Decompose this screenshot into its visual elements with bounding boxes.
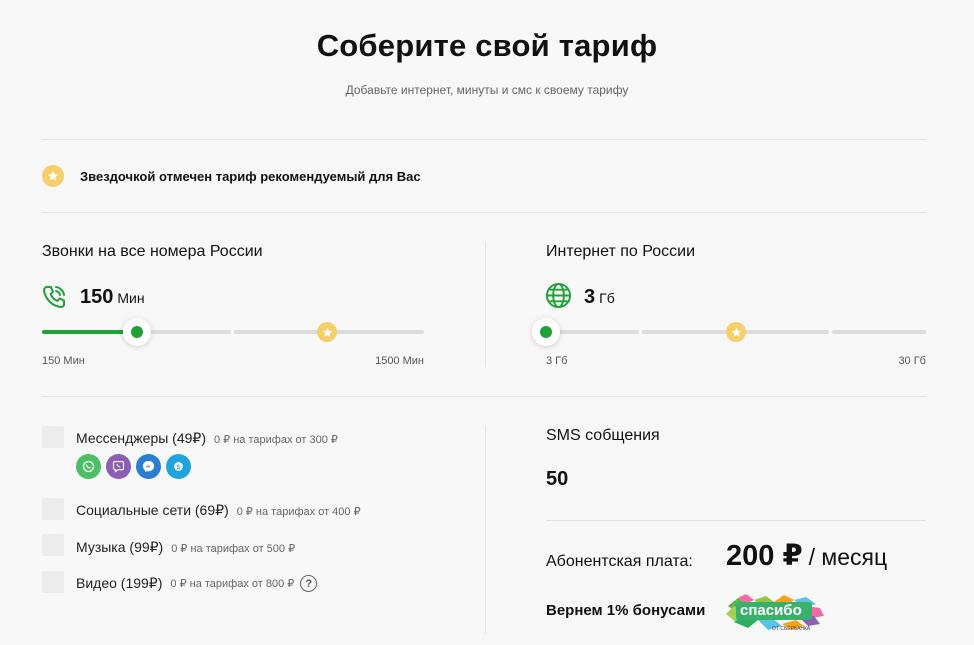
option-name: Мессенджеры (49₽): [76, 430, 206, 446]
star-icon: [42, 165, 64, 187]
whatsapp-icon: [76, 454, 101, 479]
option-note: 0 ₽ на тарифах от 400 ₽: [236, 506, 361, 518]
option-name: Видео (199₽): [76, 575, 163, 591]
calls-slider-handle[interactable]: [123, 318, 151, 346]
music-checkbox[interactable]: [42, 534, 64, 556]
calls-slider-track: [234, 330, 328, 334]
calls-slider[interactable]: [42, 316, 424, 348]
divider: [546, 520, 926, 521]
internet-value-display: 3 Гб: [584, 286, 615, 309]
internet-slider-track: [546, 330, 639, 334]
option-name: Музыка (99₽): [76, 539, 164, 555]
calls-recommended-star-icon[interactable]: [317, 322, 337, 342]
bonus-text: Вернем 1% бонусами: [546, 602, 706, 619]
sms-value: 50: [546, 468, 569, 490]
internet-max-label: 30 Гб: [898, 355, 926, 367]
phone-icon: [40, 283, 68, 311]
internet-title: Интернет по России: [546, 243, 696, 260]
internet-slider-track: [832, 330, 926, 334]
calls-slider-track: [331, 330, 424, 334]
divider: [42, 396, 926, 397]
option-messengers: Мессенджеры (49₽) 0 ₽ на тарифах от 300 ₽: [76, 430, 338, 448]
fee-label: Абонентская плата:: [546, 553, 693, 570]
internet-min-label: 3 Гб: [546, 355, 568, 367]
calls-value-display: 150 Мин: [80, 286, 145, 309]
calls-slider-track: [137, 330, 231, 334]
column-divider: [485, 242, 486, 367]
calls-slider-fill: [42, 330, 137, 334]
option-music: Музыка (99₽) 0 ₽ на тарифах от 500 ₽: [76, 539, 295, 557]
internet-value: 3: [584, 286, 596, 308]
viber-icon: [106, 454, 131, 479]
option-social-networks: Социальные сети (69₽) 0 ₽ на тарифах от 4…: [76, 502, 361, 520]
svg-text:S: S: [176, 464, 180, 471]
social-networks-checkbox[interactable]: [42, 498, 64, 520]
option-note: 0 ₽ на тарифах от 500 ₽: [171, 543, 296, 555]
video-checkbox[interactable]: [42, 571, 64, 593]
option-note: 0 ₽ на тарифах от 300 ₽: [214, 434, 338, 446]
divider: [42, 139, 926, 140]
messenger-icon: [136, 454, 161, 479]
fee-value: 200 ₽ / месяц: [726, 538, 887, 573]
globe-icon: [545, 282, 572, 309]
option-note: 0 ₽ на тарифах от 800 ₽: [170, 578, 295, 590]
page-subtitle: Добавьте интернет, минуты и смс к своему…: [345, 83, 629, 97]
spasibo-logo-text: спасибо: [740, 602, 802, 619]
column-divider: [485, 426, 486, 634]
option-name: Социальные сети (69₽): [76, 502, 229, 518]
spasibo-logo: спасибо ОТ СБЕРБАНКА: [724, 592, 824, 634]
option-video: Видео (199₽) 0 ₽ на тарифах от 800 ₽ ?: [76, 575, 318, 592]
calls-max-label: 1500 Мин: [375, 355, 424, 367]
calls-value: 150: [80, 286, 114, 308]
calls-min-label: 150 Мин: [42, 355, 85, 367]
calls-title: Звонки на все номера России: [42, 243, 263, 260]
fee-period: / месяц: [808, 544, 888, 570]
internet-slider-track: [737, 330, 829, 334]
sms-title: SMS собщения: [546, 427, 660, 444]
messengers-checkbox[interactable]: [42, 426, 64, 448]
calls-unit: Мин: [117, 290, 145, 306]
recommendation-note: Звездочкой отмечен тариф рекомендуемый д…: [80, 169, 421, 184]
internet-slider[interactable]: [532, 316, 926, 348]
skype-icon: S: [166, 454, 191, 479]
page-title: Соберите свой тариф: [316, 28, 658, 63]
internet-recommended-star-icon[interactable]: [726, 322, 746, 342]
divider: [42, 212, 926, 213]
fee-price: 200 ₽: [726, 540, 803, 572]
spasibo-logo-sub: ОТ СБЕРБАНКА: [772, 626, 811, 632]
help-icon[interactable]: ?: [300, 575, 318, 592]
internet-unit: Гб: [599, 290, 615, 306]
internet-slider-track: [642, 330, 734, 334]
internet-slider-handle[interactable]: [532, 318, 560, 346]
